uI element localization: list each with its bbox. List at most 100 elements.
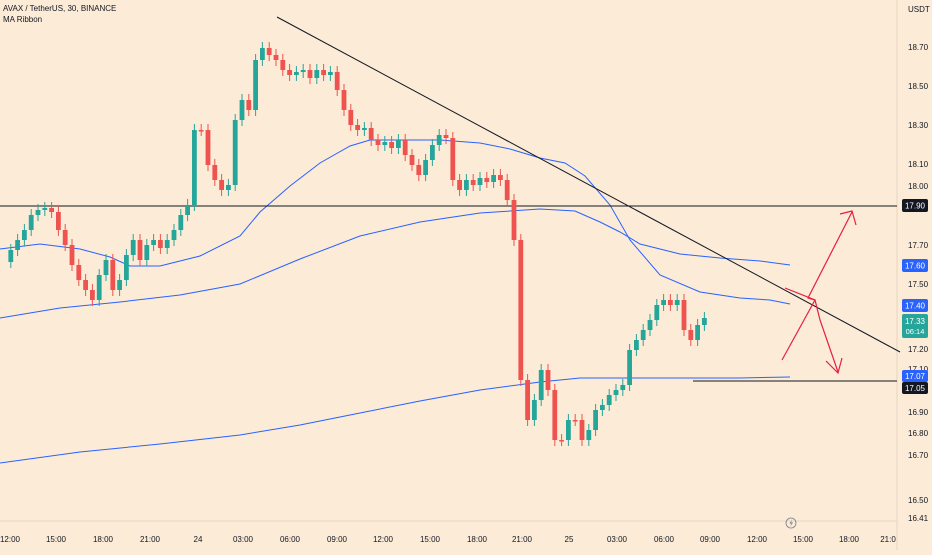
candle-down: [498, 175, 503, 180]
candle-down: [450, 138, 456, 180]
candle-up: [253, 60, 258, 110]
candle-up: [362, 128, 367, 130]
candle-down: [572, 420, 578, 422]
countdown-text: 06:14: [906, 327, 925, 336]
time-ticks: 12:00 15:00 18:00 21:00 24 03:00 06:00 09:00 12:…: [0, 535, 896, 544]
candle-down: [62, 230, 68, 245]
last-price-tag: 17.33 06:14: [902, 314, 928, 338]
time-tick-label: 24: [194, 535, 203, 544]
candle-up: [117, 280, 122, 290]
candle-down: [559, 440, 564, 442]
candle-up: [15, 240, 20, 250]
candle-up: [103, 260, 109, 275]
candle-down: [280, 60, 286, 70]
projection-up-arrowhead: [839, 210, 857, 226]
currency-label: USDT: [908, 5, 930, 14]
time-tick-label: 12:00: [0, 535, 21, 544]
time-tick-label: 15:00: [420, 535, 441, 544]
time-tick-label: 06:00: [654, 535, 675, 544]
price-tick-label: 17.20: [908, 345, 929, 354]
price-tick-label: 16.70: [908, 451, 929, 460]
ma-mid-price-text: 17.40: [905, 302, 926, 311]
candle-up: [42, 208, 48, 210]
candle-down: [688, 330, 694, 340]
candle-up: [430, 145, 435, 160]
support-price-text: 17.05: [905, 384, 926, 393]
candle-up: [96, 275, 102, 300]
candle-down: [504, 180, 510, 200]
ma-line-mid: [0, 208, 791, 319]
candle-up: [593, 410, 598, 430]
candle-down: [246, 100, 252, 110]
candle-up: [674, 300, 680, 305]
projection-down-arrowhead: [825, 357, 843, 375]
indicator-label[interactable]: MA Ribbon: [3, 15, 43, 24]
candle-down: [389, 142, 394, 148]
candle-down: [110, 260, 116, 290]
candle-down: [484, 178, 490, 182]
candle-up: [586, 430, 592, 440]
price-tick-label: 17.10: [908, 365, 929, 374]
candles: [8, 42, 707, 446]
candle-up: [232, 120, 238, 185]
candle-up: [634, 340, 639, 350]
candle-up: [654, 305, 660, 320]
candle-up: [382, 142, 388, 145]
trendline: [276, 16, 901, 353]
candle-down: [198, 130, 204, 132]
candle-up: [640, 330, 646, 340]
symbol-title[interactable]: AVAX / TetherUS, 30, BINANCE: [3, 4, 117, 13]
candle-down: [375, 140, 381, 145]
candle-up: [606, 395, 612, 405]
time-tick-label: 18:00: [93, 535, 114, 544]
candle-up: [192, 130, 197, 205]
candle-up: [124, 255, 129, 280]
candle-up: [35, 210, 41, 215]
candle-down: [49, 208, 54, 212]
time-tick-label: 06:00: [280, 535, 301, 544]
candle-down: [457, 180, 462, 190]
candle-down: [416, 165, 422, 175]
support-price-tag: 17.05: [902, 382, 928, 394]
candle-down: [158, 240, 163, 248]
candle-up: [477, 178, 483, 185]
candle-up: [464, 180, 469, 190]
candle-down: [212, 165, 218, 180]
candle-up: [600, 405, 605, 410]
candle-up: [695, 325, 700, 340]
ma-line-short: [0, 139, 791, 305]
candle-down: [443, 135, 449, 138]
time-tick-label: 21:00: [512, 535, 533, 544]
candle-up: [702, 318, 707, 325]
candle-down: [511, 200, 517, 240]
projection-up-path: [781, 211, 853, 361]
candle-up: [130, 240, 136, 255]
time-tick-label: 15:00: [46, 535, 67, 544]
candle-down: [76, 265, 82, 280]
candle-down: [69, 245, 75, 265]
time-tick-label: 03:00: [233, 535, 254, 544]
event-icon-bolt: [789, 519, 793, 527]
candle-down: [83, 280, 88, 290]
candle-down: [56, 212, 61, 230]
candle-down: [321, 70, 326, 75]
price-tick-label: 16.90: [908, 408, 929, 417]
time-tick-label: 21:00: [140, 535, 161, 544]
event-icon[interactable]: [785, 517, 797, 529]
candle-up: [532, 400, 537, 420]
ma-upper-price-tag: 17.60: [902, 259, 928, 272]
candle-down: [287, 70, 292, 75]
candle-up: [151, 240, 156, 245]
candle-down: [355, 125, 360, 130]
candle-down: [409, 155, 415, 165]
chart-legend: AVAX / TetherUS, 30, BINANCE MA Ribbon: [3, 3, 116, 25]
candle-up: [8, 250, 14, 262]
candle-up: [300, 70, 306, 72]
time-tick-label: 09:00: [327, 535, 348, 544]
candle-down: [307, 70, 313, 78]
candle-up: [436, 135, 442, 145]
price-tick-label: 18.50: [908, 82, 929, 91]
candle-up: [178, 215, 184, 230]
